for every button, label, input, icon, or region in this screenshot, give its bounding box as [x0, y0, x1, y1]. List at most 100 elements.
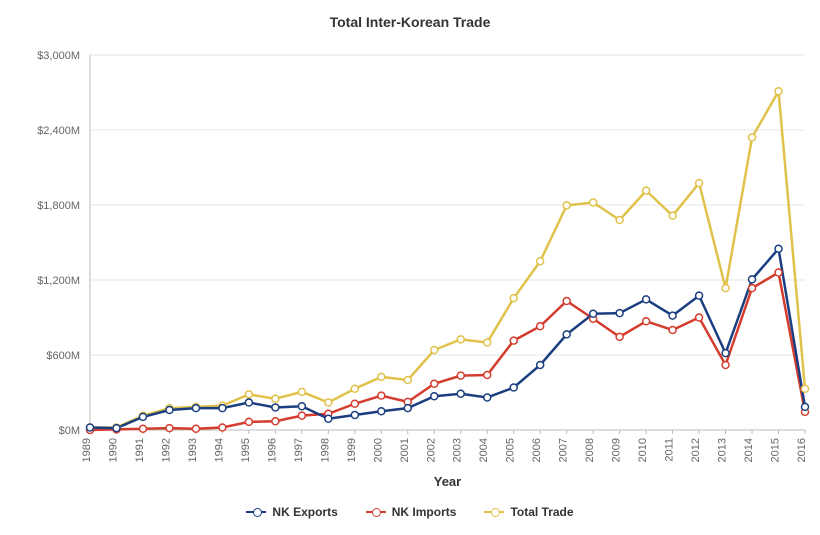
marker-nk_exports [245, 399, 252, 406]
marker-nk_exports [219, 405, 226, 412]
marker-total_trade [404, 377, 411, 384]
chart-plot: $0M $600M $1,200M $1,800M $2,400M $3,000M 1989… [0, 0, 820, 530]
x-tick-label: 2003 [452, 438, 464, 462]
marker-total_trade [245, 391, 252, 398]
marker-total_trade [775, 88, 782, 95]
marker-nk_imports [298, 412, 305, 419]
marker-total_trade [722, 285, 729, 292]
legend-label: NK Exports [272, 505, 337, 519]
marker-total_trade [378, 373, 385, 380]
legend-label: Total Trade [510, 505, 573, 519]
legend-swatch-icon [366, 511, 386, 514]
x-tick-label: 1995 [240, 438, 252, 462]
marker-total_trade [616, 217, 623, 224]
x-tick-label: 1999 [346, 438, 358, 462]
marker-nk_exports [696, 292, 703, 299]
legend-item-total_trade[interactable]: Total Trade [484, 505, 573, 519]
marker-nk_exports [722, 350, 729, 357]
x-tick-label: 2006 [531, 438, 543, 462]
legend-item-nk_exports[interactable]: NK Exports [246, 505, 337, 519]
x-tick-label: 1998 [319, 438, 331, 462]
x-tick-label: 2000 [372, 438, 384, 462]
marker-total_trade [669, 212, 676, 219]
y-tick-label: $600M [46, 350, 80, 362]
marker-total_trade [431, 347, 438, 354]
marker-nk_imports [351, 400, 358, 407]
x-tick-label: 2013 [717, 438, 729, 462]
marker-nk_exports [775, 245, 782, 252]
x-tick-label: 1990 [107, 438, 119, 462]
marker-total_trade [749, 134, 756, 141]
marker-nk_imports [484, 372, 491, 379]
x-tick-label: 2016 [796, 438, 808, 462]
x-axis-label: Year [434, 474, 461, 489]
x-tick-label: 2009 [611, 438, 623, 462]
marker-total_trade [696, 180, 703, 187]
marker-nk_exports [616, 310, 623, 317]
marker-nk_exports [272, 404, 279, 411]
marker-nk_imports [166, 425, 173, 432]
marker-nk_imports [272, 418, 279, 425]
marker-total_trade [563, 202, 570, 209]
marker-nk_exports [378, 408, 385, 415]
x-tick-label: 2010 [637, 438, 649, 462]
marker-nk_exports [669, 312, 676, 319]
x-tick-label: 2005 [505, 438, 517, 462]
marker-nk_imports [537, 323, 544, 330]
marker-nk_imports [457, 372, 464, 379]
marker-nk_imports [722, 362, 729, 369]
marker-total_trade [298, 388, 305, 395]
marker-nk_exports [139, 413, 146, 420]
marker-nk_exports [298, 403, 305, 410]
marker-nk_exports [192, 405, 199, 412]
marker-nk_imports [749, 285, 756, 292]
marker-nk_exports [590, 310, 597, 317]
chart-title: Total Inter-Korean Trade [0, 14, 820, 30]
marker-total_trade [325, 399, 332, 406]
x-tick-label: 1989 [81, 438, 93, 462]
series-line-total_trade [90, 91, 805, 427]
marker-nk_imports [510, 337, 517, 344]
x-tick-label: 1996 [266, 438, 278, 462]
marker-total_trade [484, 339, 491, 346]
marker-nk_imports [219, 424, 226, 431]
marker-nk_exports [749, 276, 756, 283]
legend-label: NK Imports [392, 505, 457, 519]
y-tick-label: $2,400M [37, 125, 80, 137]
x-tick-label: 2011 [664, 438, 676, 462]
marker-nk_imports [563, 298, 570, 305]
x-tick-label: 1991 [134, 438, 146, 462]
marker-total_trade [643, 187, 650, 194]
legend: NK Exports NK Imports Total Trade [0, 502, 820, 519]
marker-nk_imports [431, 380, 438, 387]
marker-nk_imports [139, 425, 146, 432]
marker-total_trade [272, 395, 279, 402]
marker-nk_exports [166, 407, 173, 414]
y-tick-label: $0M [59, 425, 80, 437]
marker-nk_exports [404, 405, 411, 412]
legend-item-nk_imports[interactable]: NK Imports [366, 505, 457, 519]
marker-nk_imports [616, 333, 623, 340]
marker-nk_imports [775, 269, 782, 276]
y-tick-label: $1,800M [37, 200, 80, 212]
x-tick-label: 2007 [558, 438, 570, 462]
marker-nk_exports [643, 296, 650, 303]
marker-nk_exports [563, 331, 570, 338]
marker-total_trade [351, 385, 358, 392]
marker-total_trade [537, 258, 544, 265]
y-tick-label: $3,000M [37, 50, 80, 62]
x-tick-label: 2002 [425, 438, 437, 462]
marker-nk_exports [431, 393, 438, 400]
marker-nk_imports [696, 314, 703, 321]
x-tick-label: 2014 [743, 438, 755, 462]
marker-nk_exports [325, 415, 332, 422]
marker-nk_exports [457, 390, 464, 397]
legend-swatch-icon [246, 511, 266, 514]
x-tick-label: 2012 [690, 438, 702, 462]
marker-nk_imports [643, 318, 650, 325]
marker-nk_exports [87, 424, 94, 431]
y-tick-label: $1,200M [37, 275, 80, 287]
x-tick-label: 2015 [770, 438, 782, 462]
x-tick-label: 1992 [160, 438, 172, 462]
marker-total_trade [510, 295, 517, 302]
